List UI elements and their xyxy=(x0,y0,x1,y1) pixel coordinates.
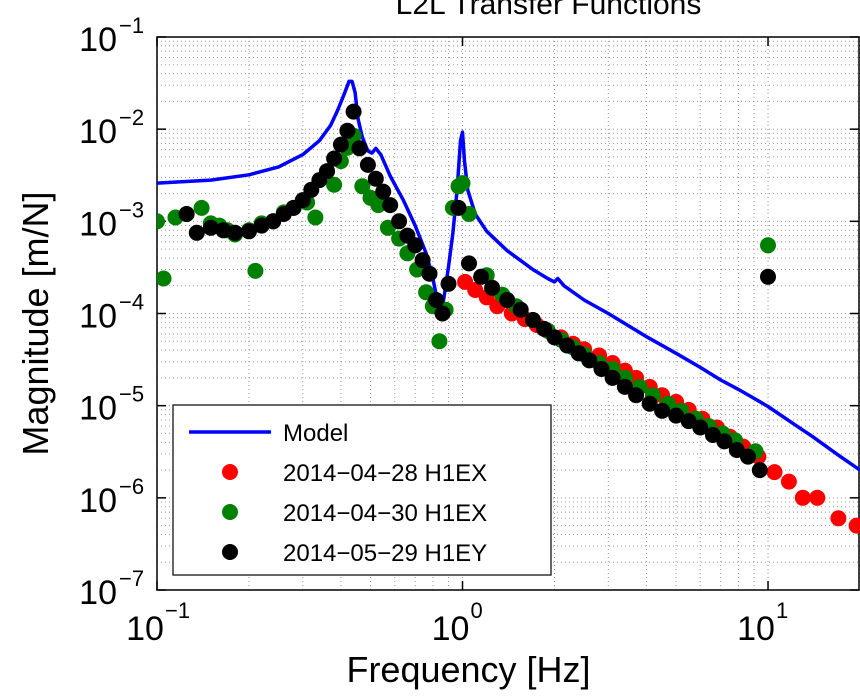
data-point xyxy=(326,177,342,193)
y-tick-exponent: −1 xyxy=(119,13,144,38)
data-point xyxy=(654,403,670,419)
y-tick-label: 10 xyxy=(79,205,117,243)
data-point xyxy=(795,490,811,506)
data-point xyxy=(767,464,783,480)
y-tick-exponent: −7 xyxy=(119,566,144,591)
data-point xyxy=(391,213,407,229)
y-tick-exponent: −2 xyxy=(119,105,144,130)
data-point xyxy=(431,333,447,349)
data-point xyxy=(360,157,376,173)
data-point xyxy=(628,387,644,403)
x-tick-label: 10 xyxy=(737,610,775,648)
data-point xyxy=(455,175,471,191)
data-point xyxy=(179,206,195,222)
data-point xyxy=(339,123,355,139)
data-point xyxy=(307,210,323,226)
y-tick-exponent: −4 xyxy=(119,290,144,315)
y-tick-label: 10 xyxy=(79,21,117,59)
data-point xyxy=(760,269,776,285)
data-point xyxy=(382,197,398,213)
data-point xyxy=(194,200,210,216)
data-point xyxy=(451,200,467,216)
data-point xyxy=(346,104,362,120)
y-tick-label: 10 xyxy=(79,113,117,151)
legend: Model 2014−04−28 H1EX 2014−04−30 H1EX 2014−… xyxy=(173,405,551,575)
x-axis-title: Frequency [Hz] xyxy=(346,649,590,690)
data-point xyxy=(415,252,431,268)
x-tick-label: 10 xyxy=(432,610,470,648)
data-point xyxy=(484,280,500,296)
data-point xyxy=(760,237,776,253)
data-point xyxy=(407,237,423,253)
data-point xyxy=(461,255,477,271)
data-point xyxy=(441,276,457,292)
data-point xyxy=(499,292,515,308)
x-tick-label: 10 xyxy=(126,610,164,648)
legend-swatch-marker xyxy=(222,504,238,520)
data-point xyxy=(740,449,756,465)
legend-swatch-marker xyxy=(222,464,238,480)
y-tick-label: 10 xyxy=(79,574,117,612)
data-point xyxy=(752,462,768,478)
data-point xyxy=(156,271,172,287)
legend-swatch-marker xyxy=(222,544,238,560)
data-point xyxy=(149,213,165,229)
y-axis-title: Magnitude [m/N] xyxy=(15,191,56,455)
legend-label: 2014−05−29 H1EY xyxy=(283,540,487,567)
y-tick-exponent: −5 xyxy=(119,382,144,407)
legend-label: Model xyxy=(283,420,348,447)
data-point xyxy=(422,266,438,282)
data-point xyxy=(189,225,205,241)
data-point xyxy=(326,151,342,167)
data-point xyxy=(333,137,349,153)
data-point xyxy=(352,140,368,156)
legend-label: 2014−04−30 H1EX xyxy=(283,500,487,527)
data-point xyxy=(809,490,825,506)
y-tick-label: 10 xyxy=(79,298,117,336)
data-point xyxy=(227,225,243,241)
data-point xyxy=(513,302,529,318)
x-tick-exponent: −1 xyxy=(165,598,190,623)
data-point xyxy=(781,474,797,490)
data-point xyxy=(830,510,846,526)
chart-title: L2L Transfer Functions xyxy=(396,0,702,21)
x-tick-exponent: 1 xyxy=(776,598,788,623)
data-point xyxy=(435,306,451,322)
x-tick-exponent: 0 xyxy=(471,598,483,623)
y-tick-exponent: −3 xyxy=(119,197,144,222)
y-tick-exponent: −6 xyxy=(119,474,144,499)
data-point xyxy=(247,263,263,279)
y-tick-label: 10 xyxy=(79,390,117,428)
data-point xyxy=(375,184,391,200)
legend-label: 2014−04−28 H1EX xyxy=(283,460,487,487)
y-tick-label: 10 xyxy=(79,482,117,520)
